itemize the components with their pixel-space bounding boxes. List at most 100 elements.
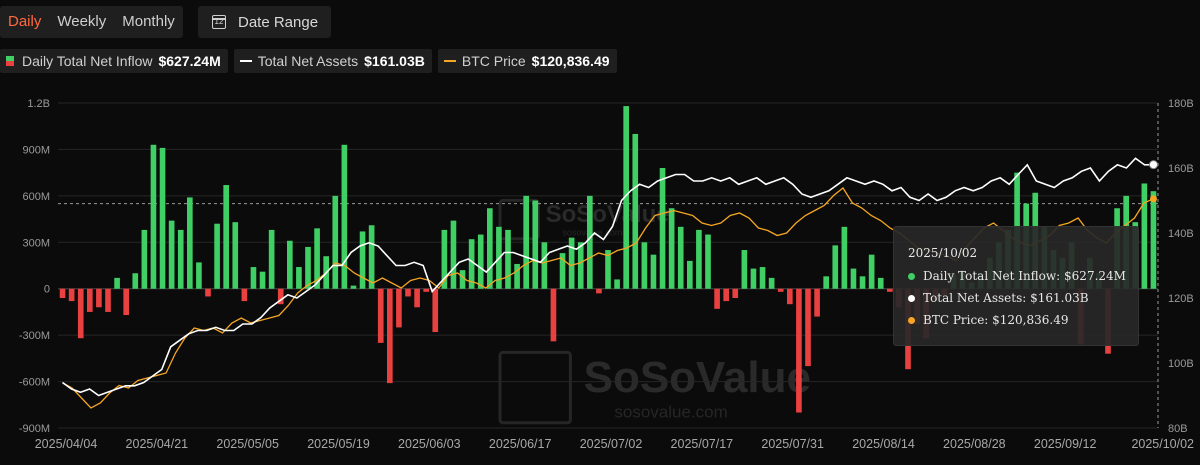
- total-net-assets-line: [62, 157, 1154, 397]
- y-right-tick-label: 140B: [1168, 228, 1194, 240]
- tooltip-inflow-row: Daily Total Net Inflow: $627.24M: [908, 269, 1126, 283]
- inflow-bar: [577, 242, 584, 289]
- inflow-bar: [296, 267, 302, 289]
- inflow-bar: [714, 288, 720, 309]
- inflow-bar: [350, 285, 357, 289]
- y-right-tick-label: 160B: [1168, 163, 1194, 175]
- legend-inflow-value: $627.24M: [158, 53, 221, 69]
- inflow-bar: [441, 229, 448, 289]
- inflow-bar: [468, 239, 475, 289]
- watermark-brand: SoSoValue: [546, 201, 670, 228]
- inflow-bar: [459, 270, 466, 289]
- y-left-tick-label: 300M: [22, 237, 50, 249]
- inflow-bar: [377, 288, 384, 343]
- assets-dot-icon: [908, 294, 915, 302]
- y-right-tick-label: 100B: [1168, 358, 1194, 370]
- watermark-logo-icon: [498, 198, 540, 241]
- tooltip-assets-row: Total Net Assets: $161.03B: [908, 291, 1089, 305]
- y-left-tick-label: 0: [44, 284, 50, 296]
- date-range-button[interactable]: 12 Date Range: [198, 6, 331, 38]
- inflow-bar: [114, 277, 120, 289]
- inflow-dot-icon: [908, 272, 915, 280]
- inflow-bar: [387, 288, 393, 384]
- inflow-bar: [305, 246, 311, 289]
- inflow-bar: [259, 271, 266, 289]
- inflow-bar: [59, 288, 66, 298]
- inflow-bar: [687, 260, 693, 289]
- inflow-bar: [77, 288, 84, 339]
- inflow-bar: [177, 229, 184, 289]
- inflow-bar: [396, 288, 402, 328]
- watermark-logo-icon: [498, 350, 572, 425]
- inflow-bar: [287, 240, 293, 289]
- inflow-bar: [614, 279, 620, 289]
- assets-marker: [1148, 160, 1158, 170]
- inflow-bar: [214, 223, 220, 289]
- inflow-bar: [187, 197, 193, 289]
- legend-inflow[interactable]: Daily Total Net Inflow $627.24M: [0, 49, 228, 73]
- x-tick-label: 2025/04/04: [35, 437, 98, 451]
- inflow-bar: [168, 220, 175, 289]
- date-range-label: Date Range: [238, 13, 319, 31]
- y-right-tick-label: 80B: [1168, 423, 1188, 435]
- inflow-bar: [241, 288, 248, 302]
- inflow-bar: [723, 288, 729, 302]
- inflow-bar: [568, 237, 575, 289]
- inflow-bar: [250, 267, 257, 289]
- inflow-bar: [523, 195, 529, 289]
- x-tick-label: 2025/09/12: [1034, 437, 1097, 451]
- inflow-bar: [1141, 183, 1148, 289]
- inflow-bar: [487, 208, 493, 289]
- legend-assets[interactable]: Total Net Assets $161.03B: [233, 49, 432, 73]
- inflow-bar: [341, 144, 348, 289]
- tab-weekly[interactable]: Weekly: [57, 13, 107, 30]
- tooltip-btc-row: BTC Price: $120,836.49: [908, 313, 1069, 327]
- x-tick-label: 2025/05/05: [216, 437, 279, 451]
- inflow-bar: [596, 288, 602, 294]
- inflow-bar: [887, 288, 893, 292]
- inflow-bar: [450, 220, 457, 289]
- inflow-bar: [787, 288, 793, 305]
- inflow-bar: [823, 276, 829, 289]
- tooltip-btc: BTC Price: $120,836.49: [923, 313, 1069, 327]
- legend-btc-label: BTC Price: [461, 53, 526, 69]
- inflow-bar: [732, 288, 739, 298]
- inflow-bar: [859, 276, 866, 289]
- tab-daily[interactable]: Daily: [8, 13, 42, 30]
- inflow-bar: [150, 144, 157, 289]
- inflow-bar: [232, 222, 239, 289]
- tooltip-assets: Total Net Assets: $161.03B: [923, 291, 1089, 305]
- x-tick-label: 2025/06/03: [398, 437, 461, 451]
- y-left-tick-label: 600M: [22, 191, 50, 203]
- inflow-bar: [868, 254, 875, 289]
- legend-btc[interactable]: BTC Price $120,836.49: [437, 49, 617, 73]
- legend: Daily Total Net Inflow $627.24M Total Ne…: [0, 49, 617, 73]
- inflow-bar: [159, 147, 166, 289]
- x-tick-label: 2025/07/17: [671, 437, 734, 451]
- y-right-tick-label: 180B: [1168, 98, 1194, 110]
- inflow-bar: [541, 242, 548, 289]
- legend-assets-value: $161.03B: [364, 53, 425, 69]
- calendar-icon: 12: [212, 15, 226, 29]
- inflow-bar: [668, 208, 675, 289]
- inflow-bar: [368, 225, 375, 289]
- x-tick-label: 2025/06/17: [489, 437, 552, 451]
- inflow-bar: [796, 288, 802, 413]
- inflow-bar: [805, 288, 811, 367]
- inflow-bar: [405, 288, 411, 297]
- inflow-bar: [432, 288, 439, 333]
- inflow-bar: [68, 288, 75, 302]
- inflow-bar: [841, 226, 848, 289]
- tab-monthly[interactable]: Monthly: [122, 13, 175, 30]
- inflow-bar: [123, 288, 129, 316]
- inflow-bar: [1150, 191, 1157, 289]
- watermark-url: sosovalue.com: [614, 403, 727, 422]
- x-tick-label: 2025/08/28: [943, 437, 1006, 451]
- tooltip: 2025/10/02 Daily Total Net Inflow: $627.…: [893, 226, 1139, 346]
- inflow-bar: [414, 288, 420, 308]
- inflow-bar: [641, 242, 648, 289]
- inflow-bar: [277, 288, 284, 305]
- y-left-tick-label: 1.2B: [27, 98, 50, 110]
- inflow-bar: [623, 106, 629, 289]
